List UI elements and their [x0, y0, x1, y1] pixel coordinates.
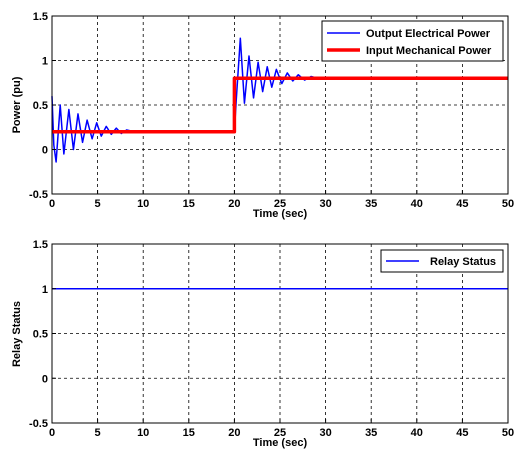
y-tick-labels: -0.5 0 0.5 1 1.5: [29, 11, 56, 201]
x-axis-label: Time (sec): [253, 437, 308, 449]
legend-box: [380, 249, 504, 273]
x-tick-label: 45: [456, 198, 468, 210]
x-tick-label: 20: [228, 198, 240, 210]
legend: Output Electrical Power Input Mechanical…: [321, 20, 504, 62]
x-tick-label: 0: [49, 198, 55, 210]
y-tick-label: 1: [42, 56, 48, 68]
x-tick-labels: 0 5 10 15 20 25 30 35 40 45 50: [49, 419, 514, 439]
power-chart: 0 5 10 15 20 25 30 35 40 45 50 -0.500.511.5 Time (…: [11, 11, 514, 220]
y-tick-label: 1: [42, 284, 48, 296]
x-tick-label: 50: [502, 427, 514, 439]
y-tick-label: 0.5: [33, 329, 48, 341]
x-tick-labels: 0 5 10 15 20 25 30 35 40 45 50: [49, 190, 514, 210]
x-tick-label: 0: [49, 427, 55, 439]
x-tick-label: 10: [137, 427, 149, 439]
x-tick-label: 30: [319, 198, 331, 210]
legend-label-output-electrical-power: Output Electrical Power: [366, 28, 491, 40]
legend: Relay Status: [380, 249, 504, 273]
y-axis-label: Relay Status: [11, 301, 23, 367]
x-axis-label: Time (sec): [253, 208, 308, 220]
legend-label-input-mechanical-power: Input Mechanical Power: [366, 45, 492, 57]
x-tick-label: 25: [274, 198, 286, 210]
y-tick-label: -0.5: [29, 189, 48, 201]
y-tick-labels: -0.5 0 0.5 1 1.5: [29, 239, 56, 430]
y-tick-label: 1.5: [33, 239, 48, 251]
x-tick-label: 10: [137, 198, 149, 210]
x-tick-label: 25: [274, 427, 286, 439]
x-tick-label: 35: [365, 198, 377, 210]
y-tick-label: 0: [42, 145, 48, 157]
x-tick-label: 15: [183, 427, 195, 439]
x-tick-label: 35: [365, 427, 377, 439]
x-tick-label: 20: [228, 427, 240, 439]
x-tick-label: 50: [502, 198, 514, 210]
x-tick-label: 15: [183, 198, 195, 210]
y-tick-label: 0: [42, 373, 48, 385]
series-line-input-mechanical-power: [52, 76, 508, 134]
y-axis-label: Power (pu): [11, 76, 23, 133]
x-tick-label: 5: [95, 427, 101, 439]
x-tick-label: 45: [456, 427, 468, 439]
x-tick-label: 40: [411, 198, 423, 210]
x-tick-label: 40: [411, 427, 423, 439]
legend-label-relay-status: Relay Status: [430, 256, 496, 268]
x-tick-label: 30: [319, 427, 331, 439]
x-tick-label: 5: [95, 198, 101, 210]
y-tick-label: 1.5: [33, 11, 48, 23]
legend-box: [321, 20, 504, 62]
relay-status-chart: 0 5 10 15 20 25 30 35 40 45 50 -0.500.511.5 Time (…: [11, 239, 514, 449]
y-tick-label: -0.5: [29, 418, 48, 430]
y-tick-label: 0.5: [33, 100, 48, 112]
series-lines: [51, 37, 508, 163]
